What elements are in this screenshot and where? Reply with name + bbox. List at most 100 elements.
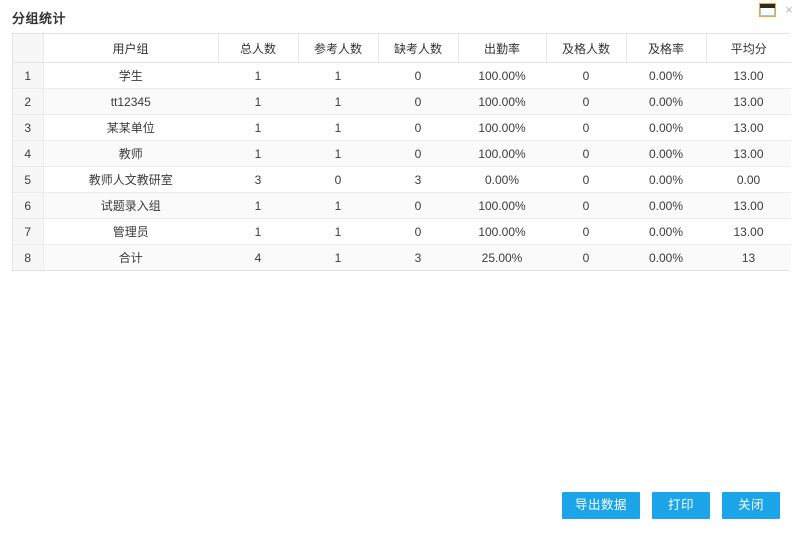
table-row[interactable]: 6 试题录入组 1 1 0 100.00% 0 0.00% 13.00 bbox=[13, 192, 791, 219]
cell-absent: 0 bbox=[378, 88, 458, 115]
column-header-pass-count[interactable]: 及格人数 bbox=[546, 34, 627, 63]
cell-pass-rate: 0.00% bbox=[626, 192, 706, 219]
column-header-rownum bbox=[13, 34, 44, 63]
table-row[interactable]: 2 tt12345 1 1 0 100.00% 0 0.00% 13.00 bbox=[13, 88, 791, 115]
cell-absent: 0 bbox=[378, 62, 458, 89]
cell-absent: 0 bbox=[378, 218, 458, 245]
page-title: 分组统计 bbox=[12, 11, 67, 26]
cell-total: 1 bbox=[218, 218, 298, 245]
table-body: 1 学生 1 1 0 100.00% 0 0.00% 13.00 2 tt123… bbox=[13, 62, 791, 270]
row-number: 5 bbox=[13, 166, 44, 193]
export-data-button[interactable]: 导出数据 bbox=[561, 491, 640, 519]
cell-pass-count: 0 bbox=[546, 218, 626, 245]
cell-absent: 0 bbox=[378, 140, 458, 167]
cell-total: 1 bbox=[218, 114, 298, 141]
group-statistics-table-container: 用户组 总人数 参考人数 缺考人数 出勤率 及格人数 及格率 平均分 1 学生 … bbox=[12, 33, 791, 271]
cell-group: 教师人文教研室 bbox=[43, 166, 218, 193]
window-titlebar: 分组统计 × bbox=[0, 0, 802, 33]
column-header-total[interactable]: 总人数 bbox=[218, 34, 299, 63]
cell-pass-rate: 0.00% bbox=[626, 244, 706, 270]
cell-pass-rate: 0.00% bbox=[626, 114, 706, 141]
cell-total: 4 bbox=[218, 244, 298, 270]
cell-attendance: 25.00% bbox=[458, 244, 546, 270]
cell-reference: 1 bbox=[298, 192, 378, 219]
cell-reference: 1 bbox=[298, 218, 378, 245]
cell-reference: 1 bbox=[298, 140, 378, 167]
row-number: 7 bbox=[13, 218, 44, 245]
column-header-absent[interactable]: 缺考人数 bbox=[378, 34, 459, 63]
cell-pass-count: 0 bbox=[546, 140, 626, 167]
cell-attendance: 100.00% bbox=[458, 114, 546, 141]
cell-group: 试题录入组 bbox=[43, 192, 218, 219]
print-button[interactable]: 打印 bbox=[652, 491, 710, 519]
column-header-pass-rate[interactable]: 及格率 bbox=[626, 34, 707, 63]
cell-total: 3 bbox=[218, 166, 298, 193]
table-header: 用户组 总人数 参考人数 缺考人数 出勤率 及格人数 及格率 平均分 bbox=[13, 34, 791, 63]
cell-pass-rate: 0.00% bbox=[626, 140, 706, 167]
cell-reference: 1 bbox=[298, 88, 378, 115]
cell-attendance: 100.00% bbox=[458, 192, 546, 219]
cell-reference: 1 bbox=[298, 244, 378, 270]
group-statistics-table: 用户组 总人数 参考人数 缺考人数 出勤率 及格人数 及格率 平均分 1 学生 … bbox=[13, 34, 791, 270]
cell-average: 13.00 bbox=[706, 192, 791, 219]
cell-attendance: 0.00% bbox=[458, 166, 546, 193]
cell-average: 13.00 bbox=[706, 88, 791, 115]
cell-group: 合计 bbox=[43, 244, 218, 270]
column-header-reference[interactable]: 参考人数 bbox=[298, 34, 379, 63]
cell-group: 教师 bbox=[43, 140, 218, 167]
cell-total: 1 bbox=[218, 192, 298, 219]
cell-pass-count: 0 bbox=[546, 166, 626, 193]
row-number: 2 bbox=[13, 88, 44, 115]
table-header-row: 用户组 总人数 参考人数 缺考人数 出勤率 及格人数 及格率 平均分 bbox=[13, 34, 791, 63]
cell-attendance: 100.00% bbox=[458, 218, 546, 245]
cell-absent: 0 bbox=[378, 114, 458, 141]
table-row[interactable]: 5 教师人文教研室 3 0 3 0.00% 0 0.00% 0.00 bbox=[13, 166, 791, 193]
row-number: 8 bbox=[13, 244, 44, 270]
cell-pass-count: 0 bbox=[546, 62, 626, 89]
row-number: 3 bbox=[13, 114, 44, 141]
table-row-total[interactable]: 8 合计 4 1 3 25.00% 0 0.00% 13 bbox=[13, 244, 791, 270]
close-window-icon[interactable]: × bbox=[785, 2, 793, 17]
cell-pass-count: 0 bbox=[546, 192, 626, 219]
row-number: 6 bbox=[13, 192, 44, 219]
cell-average: 13 bbox=[706, 244, 791, 270]
cell-attendance: 100.00% bbox=[458, 140, 546, 167]
cell-average: 13.00 bbox=[706, 140, 791, 167]
cell-group: 管理员 bbox=[43, 218, 218, 245]
cell-pass-count: 0 bbox=[546, 114, 626, 141]
cell-average: 13.00 bbox=[706, 114, 791, 141]
cell-total: 1 bbox=[218, 62, 298, 89]
cell-pass-rate: 0.00% bbox=[626, 62, 706, 89]
cell-reference: 1 bbox=[298, 62, 378, 89]
cell-pass-count: 0 bbox=[546, 88, 626, 115]
cell-average: 13.00 bbox=[706, 62, 791, 89]
cell-attendance: 100.00% bbox=[458, 62, 546, 89]
cell-group: 学生 bbox=[43, 62, 218, 89]
cell-pass-rate: 0.00% bbox=[626, 166, 706, 193]
table-row[interactable]: 1 学生 1 1 0 100.00% 0 0.00% 13.00 bbox=[13, 62, 791, 89]
cell-average: 13.00 bbox=[706, 218, 791, 245]
cell-total: 1 bbox=[218, 140, 298, 167]
table-row[interactable]: 4 教师 1 1 0 100.00% 0 0.00% 13.00 bbox=[13, 140, 791, 167]
column-header-attendance[interactable]: 出勤率 bbox=[458, 34, 547, 63]
cell-reference: 1 bbox=[298, 114, 378, 141]
close-button[interactable]: 关闭 bbox=[722, 491, 780, 519]
cell-attendance: 100.00% bbox=[458, 88, 546, 115]
dialog-footer: 导出数据 打印 关闭 bbox=[0, 491, 802, 519]
row-number: 4 bbox=[13, 140, 44, 167]
table-row[interactable]: 7 管理员 1 1 0 100.00% 0 0.00% 13.00 bbox=[13, 218, 791, 245]
window-controls: × bbox=[759, 3, 796, 17]
table-row[interactable]: 3 某某单位 1 1 0 100.00% 0 0.00% 13.00 bbox=[13, 114, 791, 141]
cell-pass-count: 0 bbox=[546, 244, 626, 270]
cell-reference: 0 bbox=[298, 166, 378, 193]
column-header-average[interactable]: 平均分 bbox=[706, 34, 791, 63]
cell-absent: 3 bbox=[378, 166, 458, 193]
row-number: 1 bbox=[13, 62, 44, 89]
cell-total: 1 bbox=[218, 88, 298, 115]
cell-group: tt12345 bbox=[43, 88, 218, 115]
restore-window-icon[interactable] bbox=[759, 3, 776, 17]
cell-average: 0.00 bbox=[706, 166, 791, 193]
column-header-group[interactable]: 用户组 bbox=[43, 34, 219, 63]
cell-absent: 3 bbox=[378, 244, 458, 270]
cell-pass-rate: 0.00% bbox=[626, 218, 706, 245]
